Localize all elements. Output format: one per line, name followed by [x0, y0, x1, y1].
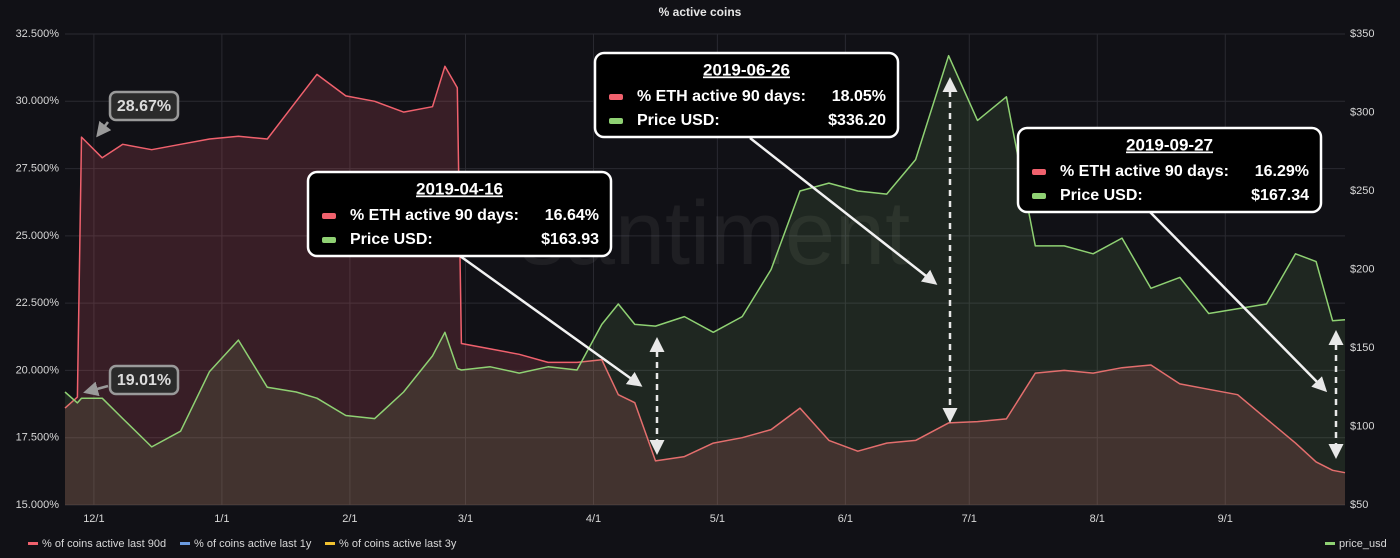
callout-date: 2019-09-27	[1126, 135, 1213, 154]
callout-label: Price USD:	[350, 231, 433, 248]
legend-label: price_usd	[1339, 538, 1387, 550]
y-tick-label: 17.500%	[16, 432, 60, 444]
callout-value: $336.20	[828, 112, 886, 129]
x-tick-label: 3/1	[458, 513, 473, 525]
y2-tick-label: $50	[1350, 499, 1368, 511]
legend-label: % of coins active last 90d	[42, 538, 166, 550]
point-label: 19.01%	[117, 372, 171, 389]
point-label-box	[108, 364, 180, 396]
point-label: 28.67%	[117, 98, 171, 115]
legend-swatch	[1325, 542, 1335, 545]
y-tick-label: 30.000%	[16, 95, 60, 107]
line	[64, 65, 1346, 474]
callout-value: 18.05%	[832, 88, 886, 105]
callout-value: 16.29%	[1255, 163, 1309, 180]
point-label-box	[108, 90, 180, 122]
callout-label: % ETH active 90 days:	[350, 207, 519, 224]
legend-swatch	[325, 542, 335, 545]
callout-box	[593, 51, 900, 139]
pointer-arrow	[459, 254, 643, 387]
x-tick-label: 2/1	[342, 513, 357, 525]
y-tick-label: 27.500%	[16, 162, 60, 174]
callout-value: $167.34	[1251, 187, 1309, 204]
chart-title: % active coins	[659, 5, 742, 19]
y-tick-label: 25.000%	[16, 230, 60, 242]
x-tick-label: 7/1	[962, 513, 977, 525]
y2-tick-label: $300	[1350, 106, 1374, 118]
callout-swatch	[1032, 193, 1046, 199]
line	[64, 54, 1346, 448]
callout-swatch	[609, 94, 623, 100]
annotations: 28.67% 19.01% 2019-04-16 % ETH active 90 da…	[83, 51, 1344, 459]
callout-label: Price USD:	[1060, 187, 1143, 204]
pointer-arrow	[83, 381, 109, 397]
legend-label: % of coins active last 3y	[339, 538, 457, 550]
y-tick-label: 15.000%	[16, 499, 60, 511]
pointer-arrow	[1149, 211, 1328, 393]
pointer-arrow	[749, 137, 938, 285]
callout-label: % ETH active 90 days:	[1060, 163, 1229, 180]
y-tick-label: 32.500%	[16, 28, 60, 40]
y2-tick-label: $150	[1350, 342, 1374, 354]
x-tick-label: 12/1	[83, 513, 104, 525]
x-tick-label: 5/1	[710, 513, 725, 525]
x-tick-label: 6/1	[838, 513, 853, 525]
x-tick-label: 9/1	[1218, 513, 1233, 525]
area	[65, 55, 1345, 505]
callout-swatch	[609, 118, 623, 124]
y2-tick-label: $250	[1350, 185, 1374, 197]
y2-tick-label: $350	[1350, 28, 1374, 40]
y2-tick-label: $200	[1350, 263, 1374, 275]
legend-swatch	[180, 542, 190, 545]
callout-label: Price USD:	[637, 112, 720, 129]
legend: % of coins active last 90d % of coins act…	[28, 538, 1387, 550]
x-tick-label: 4/1	[586, 513, 601, 525]
callout-date: 2019-04-16	[416, 179, 503, 198]
callout-swatch	[1032, 169, 1046, 175]
y2-tick-label: $100	[1350, 420, 1374, 432]
callout-label: % ETH active 90 days:	[637, 88, 806, 105]
y-tick-label: 22.500%	[16, 297, 60, 309]
callout-swatch	[322, 213, 336, 219]
callout-swatch	[322, 237, 336, 243]
callout-box	[306, 170, 613, 258]
legend-label: % of coins active last 1y	[194, 538, 312, 550]
callout-date: 2019-06-26	[703, 60, 790, 79]
y-tick-label: 20.000%	[16, 364, 60, 376]
x-tick-label: 1/1	[214, 513, 229, 525]
callout-value: 16.64%	[545, 207, 599, 224]
grid: 15.000% 17.500% 20.000% 22.500% 25.000% 27.50…	[16, 28, 1375, 525]
x-tick-label: 8/1	[1090, 513, 1105, 525]
callout-value: $163.93	[541, 231, 599, 248]
callout-box	[1016, 126, 1323, 214]
legend-swatch	[28, 542, 38, 545]
pointer-arrow	[96, 120, 112, 138]
